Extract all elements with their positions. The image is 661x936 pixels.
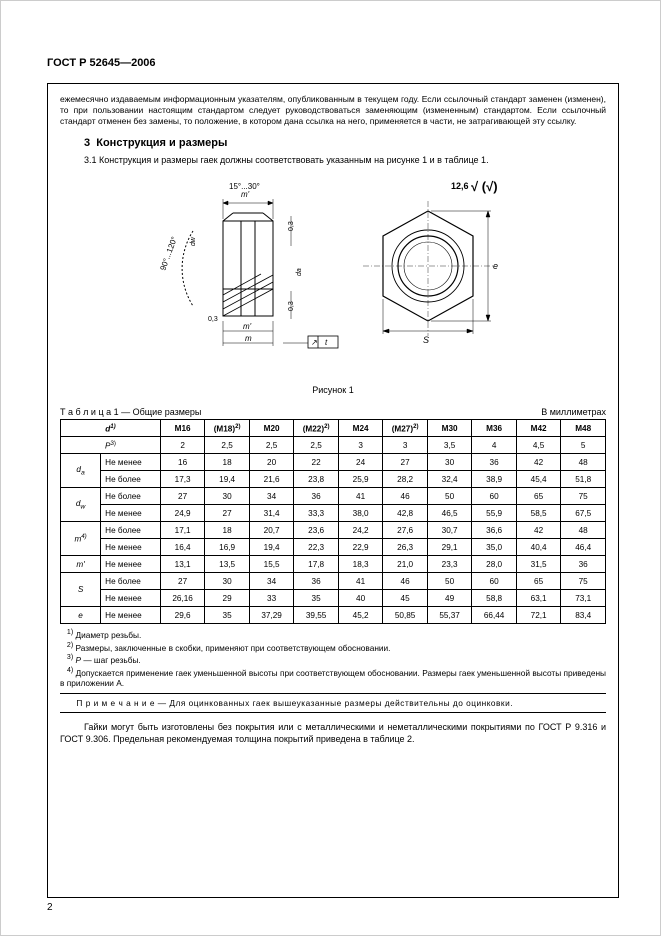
row-S-max: S Не более 27303436414650606575 (61, 573, 606, 590)
size-3: (М22)2) (294, 420, 339, 437)
ra-right2: 0,3 (288, 301, 295, 311)
note-label: П р и м е ч а н и е (76, 698, 155, 708)
m-prime-top: m' (241, 190, 250, 199)
content-frame: ежемесячно издаваемым информационным ука… (47, 83, 619, 898)
size-6: М30 (427, 420, 472, 437)
dw-label: dw (190, 236, 197, 246)
rough-value: 12,6 (451, 181, 469, 191)
size-7: М36 (472, 420, 517, 437)
size-2: М20 (249, 420, 294, 437)
nut-diagram-svg: ↗ t m' 15°...30° 90°...120° dw 0,3 0,3 0… (153, 171, 513, 381)
row-m-min: Не менее 16,416,919,422,322,926,329,135,… (61, 539, 606, 556)
section-number: 3 (84, 137, 90, 149)
table-title: Т а б л и ц а 1 — Общие размеры (60, 407, 201, 417)
s-dim-label: S (423, 335, 429, 345)
size-5: (М27)2) (383, 420, 428, 437)
row-mp: m' Не менее 13,113,515,517,818,321,023,3… (61, 556, 606, 573)
section-heading: Конструкция и размеры (96, 137, 227, 149)
row-S-min: Не менее 26,1629333540454958,863,173,1 (61, 590, 606, 607)
table-note: П р и м е ч а н и е — Для оцинкованных г… (60, 693, 606, 713)
row-da-min: da Не менее 16182022242730364248 (61, 454, 606, 471)
row-P: P3) 22,52,52,5333,544,55 (61, 437, 606, 454)
after-paragraph: Гайки могут быть изготовлены без покрыти… (60, 721, 606, 745)
size-9: М48 (561, 420, 606, 437)
ra-right1: 0,3 (288, 221, 295, 231)
page: ГОСТ Р 52645—2006 ежемесячно издаваемым … (0, 0, 661, 936)
figure-caption: Рисунок 1 (60, 385, 606, 395)
dimensions-table: d1) М16 (М18)2) М20 (М22)2) М24 (М27)2) … (60, 419, 606, 624)
m-bot: m (245, 334, 252, 343)
page-number: 2 (47, 902, 53, 913)
da-label: da (296, 268, 303, 276)
size-8: М42 (516, 420, 561, 437)
table-footnotes: 1) Диаметр резьбы. 2) Размеры, заключенн… (60, 628, 606, 689)
section-sub: 3.1 Конструкция и размеры гаек должны со… (84, 155, 606, 165)
ra-left: 0,3 (208, 316, 218, 323)
figure-drawing: ↗ t m' 15°...30° 90°...120° dw 0,3 0,3 0… (153, 171, 513, 381)
row-da-max: Не более 17,319,421,623,825,928,232,438,… (61, 471, 606, 488)
note-text: — Для оцинкованных гаек вышеуказанные ра… (155, 698, 513, 708)
row-dw-max: dw Не более 27303436414650606575 (61, 488, 606, 505)
size-4: М24 (338, 420, 383, 437)
table-units: В миллиметрах (541, 407, 606, 417)
row-m-max: m4) Не более 17,11820,723,624,227,630,73… (61, 522, 606, 539)
size-0: М16 (160, 420, 205, 437)
arrow-icon: ↗ (311, 338, 318, 347)
roughness-icon: √ (√) (471, 179, 498, 194)
section-title: 3 Конструкция и размеры (84, 137, 606, 149)
row-e: e Не менее 29,63537,2939,5545,250,8555,3… (61, 607, 606, 624)
col-d: d1) (61, 420, 161, 437)
row-dw-min: Не менее 24,92731,433,338,042,846,555,95… (61, 505, 606, 522)
gost-header: ГОСТ Р 52645—2006 (47, 57, 156, 69)
angle-top: 15°...30° (229, 182, 260, 191)
angle-side: 90°...120° (158, 236, 179, 272)
intro-paragraph: ежемесячно издаваемым информационным ука… (60, 94, 606, 127)
e-dim-label: e (493, 261, 498, 271)
m-prime-bot: m' (243, 322, 252, 331)
size-1: (М18)2) (205, 420, 250, 437)
table-title-row: Т а б л и ц а 1 — Общие размеры В миллим… (60, 407, 606, 417)
